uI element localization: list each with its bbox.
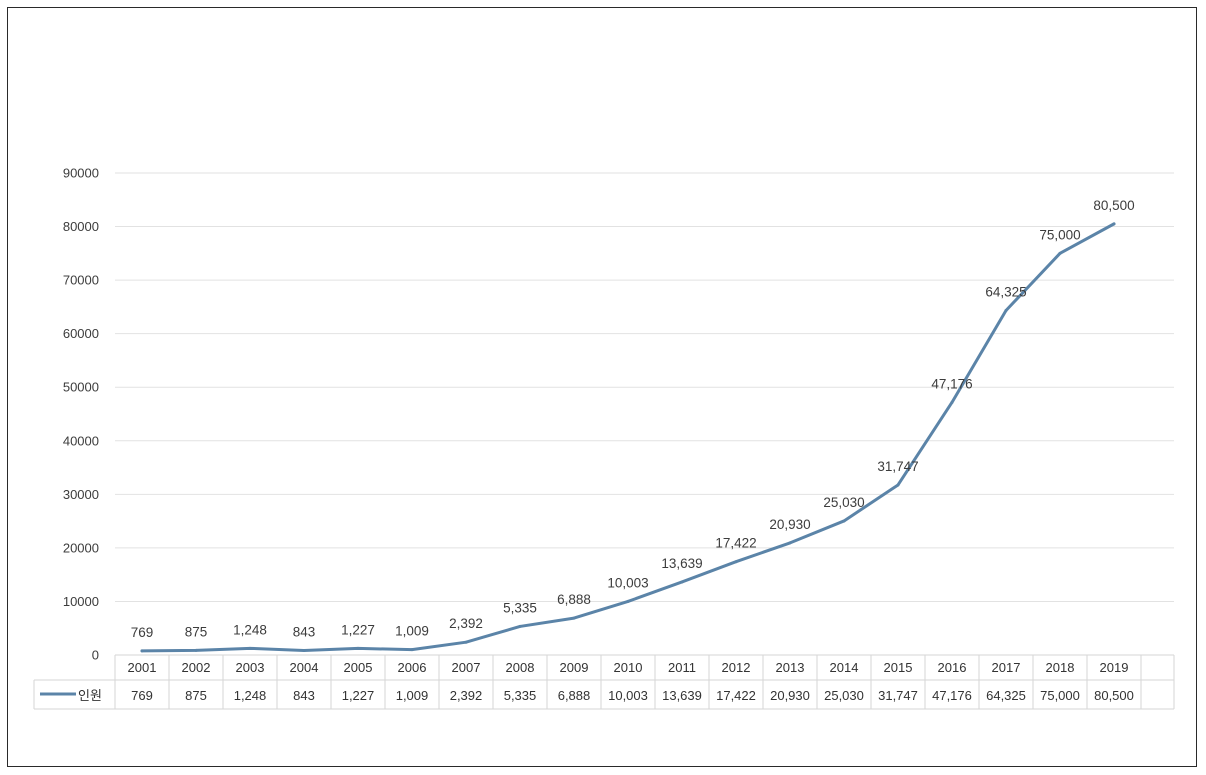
table-value-cell: 20,930 xyxy=(770,688,810,703)
data-point xyxy=(410,648,414,652)
x-tick-label: 2012 xyxy=(722,660,751,675)
data-label: 10,003 xyxy=(607,575,648,590)
table-value-cell: 13,639 xyxy=(662,688,702,703)
x-tick-label: 2005 xyxy=(344,660,373,675)
x-tick-label: 2013 xyxy=(776,660,805,675)
data-label: 1,009 xyxy=(395,624,429,639)
y-axis: 0 10000 20000 30000 40000 50000 60000 70000 8000… xyxy=(63,166,99,663)
data-point xyxy=(950,400,954,404)
table-value-cell: 31,747 xyxy=(878,688,918,703)
x-tick-label: 2003 xyxy=(236,660,265,675)
x-tick-label: 2014 xyxy=(830,660,859,675)
x-tick-label: 2009 xyxy=(560,660,589,675)
table-value-cell: 80,500 xyxy=(1094,688,1134,703)
data-point xyxy=(896,483,900,487)
data-point xyxy=(140,649,144,653)
table-value-cell: 6,888 xyxy=(558,688,591,703)
x-tick-label: 2019 xyxy=(1100,660,1129,675)
data-point xyxy=(356,646,360,650)
table-value-cell: 25,030 xyxy=(824,688,864,703)
x-tick-label: 2001 xyxy=(128,660,157,675)
table-value-cell: 10,003 xyxy=(608,688,648,703)
table-value-cell: 1,248 xyxy=(234,688,267,703)
data-label: 17,422 xyxy=(715,536,756,551)
y-tick-label: 50000 xyxy=(63,380,99,395)
y-tick-label: 90000 xyxy=(63,166,99,181)
data-labels: 769 875 1,248 843 1,227 1,009 2,392 5,335 6,888 1… xyxy=(131,198,1135,640)
data-label: 5,335 xyxy=(503,600,537,615)
data-label: 47,176 xyxy=(931,376,972,391)
data-label: 1,248 xyxy=(233,622,267,637)
y-tick-label: 40000 xyxy=(63,433,99,448)
y-tick-label: 10000 xyxy=(63,594,99,609)
gridlines xyxy=(115,172,1174,602)
data-point xyxy=(1058,251,1062,255)
table-value-cell: 1,227 xyxy=(342,688,375,703)
data-label: 875 xyxy=(185,624,208,639)
data-point xyxy=(842,519,846,523)
y-tick-label: 70000 xyxy=(63,273,99,288)
table-value-cell: 5,335 xyxy=(504,688,537,703)
data-point xyxy=(626,599,630,603)
x-tick-label: 2017 xyxy=(992,660,1021,675)
data-point xyxy=(194,648,198,652)
table-value-cell: 47,176 xyxy=(932,688,972,703)
x-tick-label: 2018 xyxy=(1046,660,1075,675)
data-label: 843 xyxy=(293,624,316,639)
data-label: 13,639 xyxy=(661,556,702,571)
data-point xyxy=(572,616,576,620)
data-label: 64,325 xyxy=(985,285,1026,300)
y-tick-label: 0 xyxy=(92,648,99,663)
data-point xyxy=(680,580,684,584)
x-tick-label: 2007 xyxy=(452,660,481,675)
data-point xyxy=(302,648,306,652)
table-value-cell: 843 xyxy=(293,688,315,703)
data-label: 2,392 xyxy=(449,616,483,631)
data-label: 20,930 xyxy=(769,517,810,532)
data-point xyxy=(248,646,252,650)
data-point xyxy=(734,560,738,564)
table-value-cell: 64,325 xyxy=(986,688,1026,703)
data-table: 2001 769 2002 875 2003 1,248 2004 843 2005 1,227 2… xyxy=(33,654,1175,710)
x-tick-label: 2002 xyxy=(182,660,211,675)
data-label: 25,030 xyxy=(823,495,864,510)
table-value-cell: 2,392 xyxy=(450,688,483,703)
x-tick-label: 2008 xyxy=(506,660,535,675)
x-tick-label: 2016 xyxy=(938,660,967,675)
x-tick-label: 2015 xyxy=(884,660,913,675)
y-tick-label: 80000 xyxy=(63,219,99,234)
data-label: 75,000 xyxy=(1039,227,1080,242)
table-value-cell: 875 xyxy=(185,688,207,703)
data-point xyxy=(464,640,468,644)
y-tick-label: 20000 xyxy=(63,540,99,555)
legend-series-label: 인원 xyxy=(78,688,102,703)
table-value-cell: 1,009 xyxy=(396,688,429,703)
series-layer xyxy=(140,222,1116,653)
x-tick-label: 2004 xyxy=(290,660,319,675)
data-label: 80,500 xyxy=(1093,198,1134,213)
x-tick-label: 2011 xyxy=(668,660,696,675)
data-label: 6,888 xyxy=(557,592,591,607)
data-label: 31,747 xyxy=(877,459,918,474)
table-value-cell: 769 xyxy=(131,688,153,703)
y-tick-label: 30000 xyxy=(63,487,99,502)
data-point xyxy=(1112,222,1116,226)
x-tick-label: 2006 xyxy=(398,660,427,675)
data-label: 1,227 xyxy=(341,622,375,637)
table-value-cell: 17,422 xyxy=(716,688,756,703)
data-label: 769 xyxy=(131,625,154,640)
data-point xyxy=(518,624,522,628)
y-tick-label: 60000 xyxy=(63,326,99,341)
table-value-cell: 75,000 xyxy=(1040,688,1080,703)
data-point xyxy=(788,541,792,545)
data-point xyxy=(1004,309,1008,313)
x-tick-label: 2010 xyxy=(614,660,643,675)
